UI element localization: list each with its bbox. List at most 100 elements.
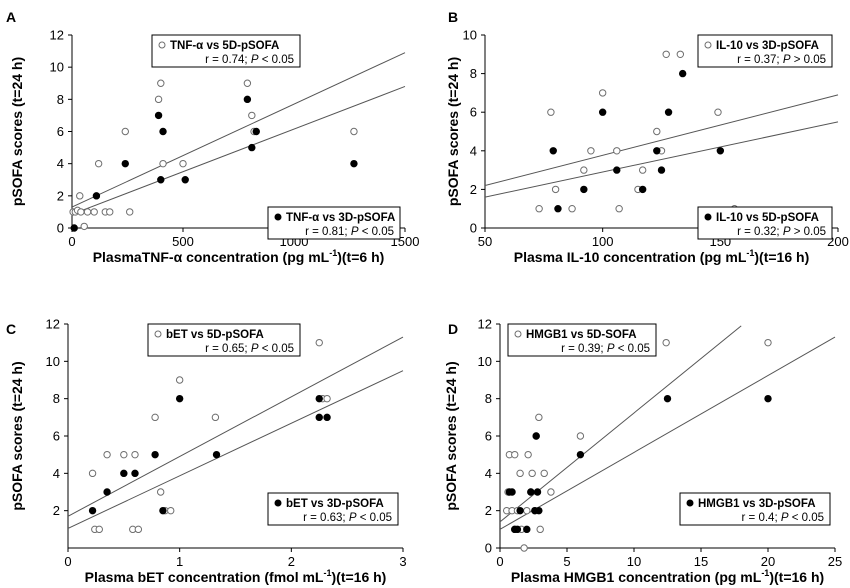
data-point-open [157,79,165,87]
y-tick-label: 10 [463,28,477,43]
data-point-filled [212,450,221,459]
legend-box: bET vs 5D-pSOFA r = 0.65; P < 0.05 [147,323,301,357]
x-axis-label-text: PlasmaTNF-α concentration (pg mL [93,249,330,265]
data-point-filled [764,394,772,403]
data-point-open [315,338,323,347]
data-point-filled [663,394,672,403]
legend-stat: r = 0.37; P > 0.05 [737,54,826,66]
data-point-open [511,450,519,459]
trend-line [485,121,839,198]
legend-stat-p: P [783,54,791,66]
data-point-open [134,525,143,534]
x-tick-label: 10 [627,554,641,569]
data-point-filled [653,147,661,155]
data-point-open [638,166,647,174]
data-point-filled [103,488,111,496]
data-point-open [243,79,252,87]
trend-line [68,336,404,517]
y-axis-label: pSOFA scores (t=24 h) [445,57,461,206]
data-point-open [524,450,532,459]
legend-title: IL-10 vs 5D-pSOFA [716,212,819,224]
x-axis-label: Plasma bET concentration (fmol mL-1)(t=1… [85,568,387,585]
legend-frame [151,34,301,68]
data-point-open [662,50,670,58]
legend-stat-p: P [349,512,357,524]
x-tick-label: 100 [592,234,614,249]
data-point-open [103,450,111,459]
y-tick-label: 8 [470,66,477,81]
trend-line [500,336,836,530]
data-point-filled [88,506,97,515]
legend-stat-p: P [251,54,259,66]
legend-stat-value: < 0.05 [615,343,651,355]
data-point-open [95,525,103,534]
data-point-open [587,147,595,155]
legend-marker [514,330,522,338]
data-point-filled [252,127,260,136]
legend-stat: r = 0.74; P < 0.05 [205,54,294,66]
data-point-open [547,488,555,496]
legend-marker [274,213,282,221]
x-axis-label-superscript: -1 [746,248,754,258]
legend-frame [147,323,301,357]
data-point-filled [154,111,163,120]
y-axis-label: pSOFA scores (t=24 h) [443,361,459,510]
legend-stat-r: r = 0.74; [205,54,251,66]
y-tick-label: 10 [46,354,60,369]
y-tick-label: 4 [470,143,477,158]
legend-stat-r: r = 0.81; [305,226,351,238]
legend-frame [267,206,401,240]
x-tick-label: 1 [176,554,183,569]
x-axis-label-text: )(t=16 h) [754,249,809,265]
x-axis-label-text: )(t=6 h) [337,249,384,265]
legend-box: IL-10 vs 5D-pSOFA r = 0.32; P > 0.05 [697,206,833,240]
data-point-open [94,159,103,168]
data-point-filled [70,224,78,232]
trend-line [68,370,404,529]
data-point-open [764,338,772,347]
legend-box: TNF-α vs 3D-pSOFA r = 0.81; P < 0.05 [267,206,401,240]
legend-marker [158,41,166,49]
data-point-open [536,525,544,534]
data-point-open [156,488,165,496]
data-point-open [83,208,92,216]
data-point-open [598,89,607,97]
legend-stat-value: < 0.05 [259,54,295,66]
y-tick-label: 6 [57,124,64,139]
x-axis-label: Plasma HMGB1 concentration (pg mL-1)(t=1… [511,568,824,585]
legend-stat-value: < 0.05 [357,512,393,524]
data-point-filled [508,488,516,496]
data-point-filled [131,469,139,478]
data-point-open [211,413,220,422]
data-point-filled [181,176,189,184]
y-tick-label: 12 [50,28,64,43]
data-point-filled [243,95,252,104]
legend-stat-p: P [607,343,615,355]
panel-letter: A [6,9,16,25]
data-point-filled [159,506,167,515]
data-point-filled [121,159,129,168]
panel-d: D 0 5 10 15 20 25 0 2 4 6 8 10 12 pSOFA scores (t=24 h… [443,317,842,586]
data-point-open [323,394,331,403]
legend-stat-r: r = 0.4; [742,512,781,524]
data-point-filled [535,506,543,515]
y-tick-label: 2 [485,503,492,518]
legend-stat-value: > 0.05 [791,54,827,66]
x-tick-label: 15 [694,554,708,569]
data-point-open [528,469,536,478]
data-point-open [535,205,543,213]
data-point-open [540,469,548,478]
y-tick-label: 8 [485,391,492,406]
data-point-filled [151,450,159,459]
legend-stat-r: r = 0.32; [737,226,783,238]
data-point-open [662,338,670,347]
x-axis-label-text: Plasma HMGB1 concentration (pg mL [511,569,762,585]
data-point-open [576,432,585,440]
legend-box: HMGB1 vs 3D-pSOFA r = 0.4; P < 0.05 [679,492,831,526]
data-point-open [516,469,524,478]
legend-marker [274,499,282,507]
y-axis-label: pSOFA scores (t=24 h) [9,57,25,206]
legend-frame [679,492,831,526]
x-axis-label-text: )(t=16 h) [769,569,824,585]
